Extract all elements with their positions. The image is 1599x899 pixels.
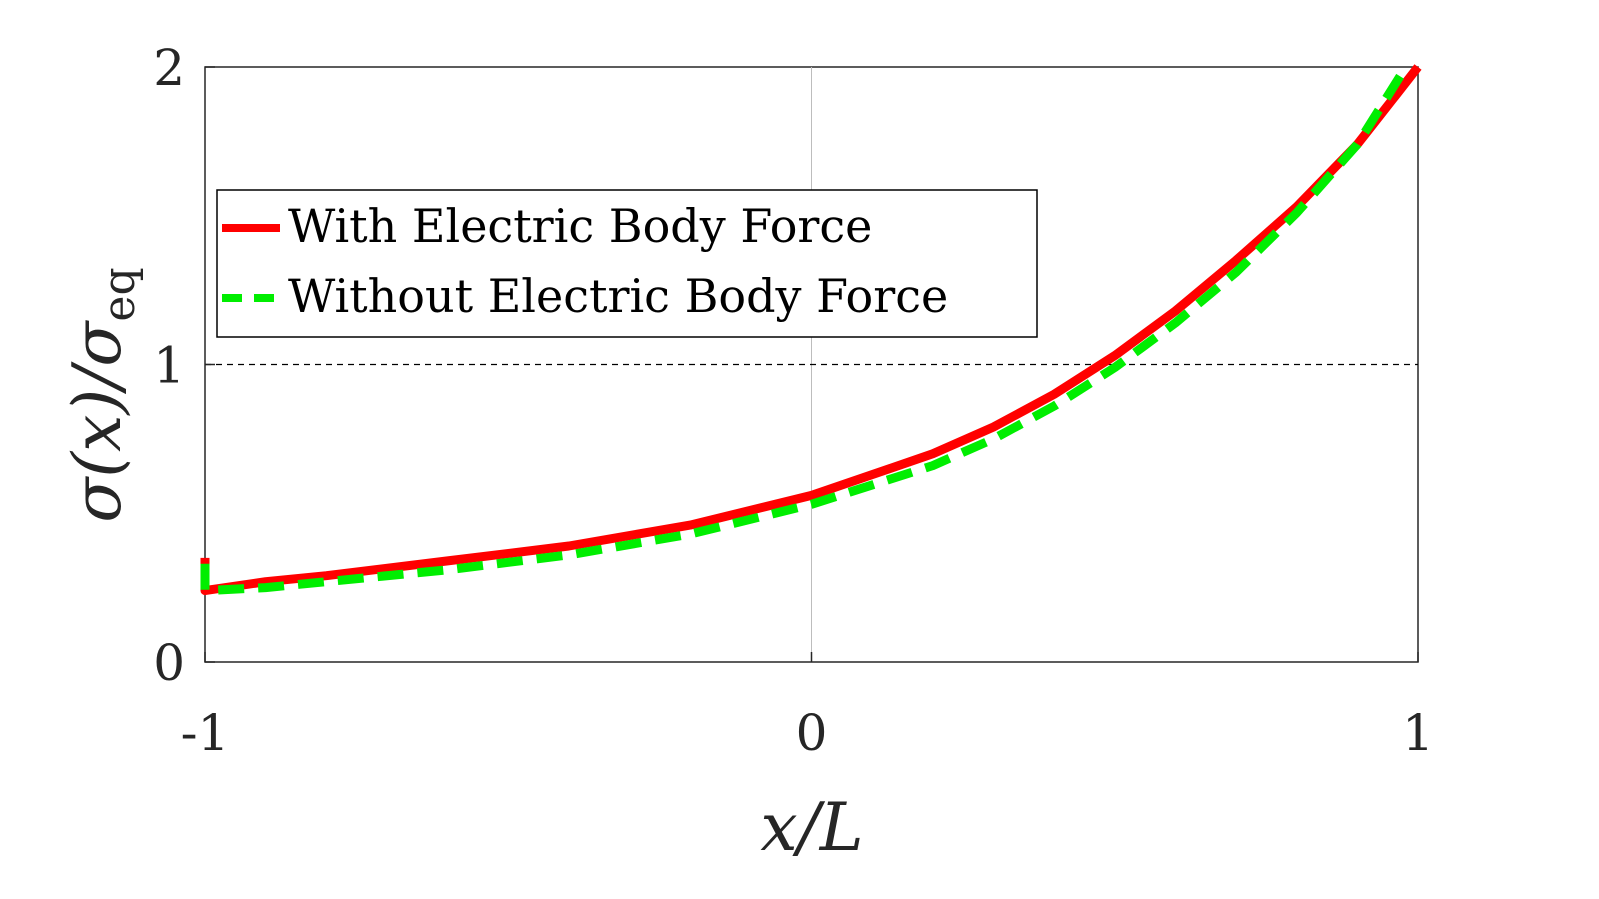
axis-ticks: -1 0 1 0 1 2 [153,39,1434,762]
x-tick-label: 1 [1402,704,1434,762]
x-axis-label: x/L [760,789,863,866]
legend-box [216,189,1038,338]
legend: With Electric Body Force Without Electri… [216,189,1038,338]
plot-area [200,64,1422,663]
x-tick-label: 0 [796,704,828,762]
y-axis-label: σ(x)/σeq [59,267,145,522]
y-tick-label: 1 [153,337,185,395]
legend-label-with-force: With Electric Body Force [288,199,872,253]
y-axis-label-subscript: eq [94,267,145,321]
y-tick-label: 0 [153,634,185,692]
series-line-with-force [200,64,1422,596]
series-line-without-force [200,64,1410,596]
x-tick-label: -1 [181,704,230,762]
y-axis-label-main: σ(x)/σ [59,320,136,523]
legend-label-without-force: Without Electric Body Force [288,269,948,323]
svg-text:σ(x)/σeq: σ(x)/σeq [59,267,145,522]
y-tick-label: 2 [153,39,185,97]
